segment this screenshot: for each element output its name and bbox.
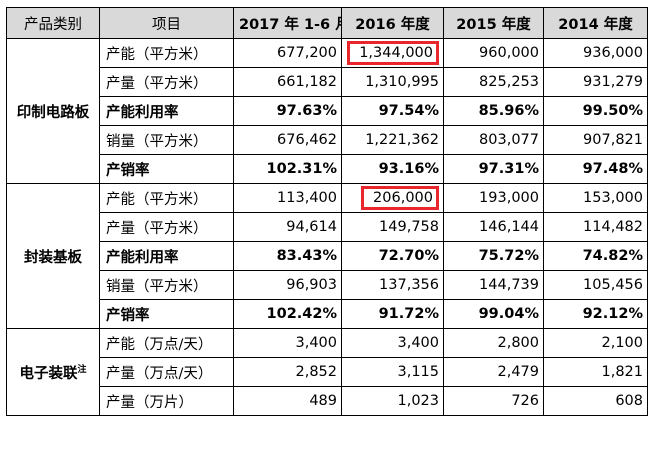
highlight-box: 1,344,000	[347, 41, 439, 65]
value-cell: 2,479	[443, 357, 544, 387]
value-cell: 489	[233, 386, 342, 416]
item-label: 产能（万点/天）	[99, 328, 234, 358]
value-cell: 146,144	[443, 212, 544, 242]
table-row: 销量（平方米） 676,462 1,221,362 803,077 907,821	[7, 125, 648, 155]
value-cell: 149,758	[341, 212, 444, 242]
header-2014: 2014 年度	[543, 7, 648, 39]
value-cell: 137,356	[341, 270, 444, 300]
value-cell: 144,739	[443, 270, 544, 300]
value-cell: 676,462	[233, 125, 342, 155]
category-label: 印制电路板	[16, 104, 90, 121]
value-cell: 102.31%	[233, 154, 342, 184]
value-cell: 677,200	[233, 38, 342, 68]
item-label: 产销率	[99, 299, 234, 329]
item-label: 产能利用率	[99, 96, 234, 126]
header-row: 产品类别 项目 2017 年 1-6 月 2016 年度 2015 年度 201…	[6, 7, 648, 39]
category-label: 封装基板	[24, 249, 82, 266]
table-row: 产销率 102.42% 91.72% 99.04% 92.12%	[7, 299, 648, 329]
category-cell: 封装基板	[6, 183, 100, 329]
item-label: 产量（万点/天）	[99, 357, 234, 387]
value-cell: 931,279	[543, 67, 648, 97]
table-row: 产量（平方米） 94,614 149,758 146,144 114,482	[7, 212, 648, 242]
value-cell: 72.70%	[341, 241, 444, 271]
value-cell: 97.63%	[233, 96, 342, 126]
value-cell: 94,614	[233, 212, 342, 242]
value-cell: 92.12%	[543, 299, 648, 329]
value-cell: 2,800	[443, 328, 544, 358]
header-2015: 2015 年度	[443, 7, 544, 39]
value-cell: 726	[443, 386, 544, 416]
value-cell: 153,000	[543, 183, 648, 213]
value-cell: 907,821	[543, 125, 648, 155]
value-cell: 1,023	[341, 386, 444, 416]
value-cell: 2,852	[233, 357, 342, 387]
item-label: 产量（万片）	[99, 386, 234, 416]
value-cell: 1,344,000	[341, 38, 444, 68]
value-cell: 960,000	[443, 38, 544, 68]
table-row: 产能利用率 97.63% 97.54% 85.96% 99.50%	[7, 96, 648, 126]
value-cell: 99.04%	[443, 299, 544, 329]
table-row: 封装基板 产能（平方米） 113,400 206,000 193,000 153,000	[6, 183, 648, 329]
value-cell: 99.50%	[543, 96, 648, 126]
value-cell: 97.31%	[443, 154, 544, 184]
value-cell: 102.42%	[233, 299, 342, 329]
value-cell: 2,100	[543, 328, 648, 358]
value-cell: 3,400	[341, 328, 444, 358]
value-cell: 97.54%	[341, 96, 444, 126]
value-cell: 113,400	[233, 183, 342, 213]
value-cell: 608	[543, 386, 648, 416]
value-cell: 803,077	[443, 125, 544, 155]
value-cell: 75.72%	[443, 241, 544, 271]
category-footnote-mark: 注	[77, 364, 87, 375]
value-cell: 74.82%	[543, 241, 648, 271]
capacity-table-container: 产品类别 项目 2017 年 1-6 月 2016 年度 2015 年度 201…	[6, 7, 648, 416]
table-row: 销量（平方米） 96,903 137,356 144,739 105,456	[7, 270, 648, 300]
value-cell: 85.96%	[443, 96, 544, 126]
table-row: 印制电路板 产能（平方米） 677,200 1,344,000 960,000 936,0…	[6, 38, 648, 184]
value-cell: 661,182	[233, 67, 342, 97]
table-row: 电子装联注 产能（万点/天） 3,400 3,400 2,800 2,100	[6, 328, 648, 416]
value-cell: 93.16%	[341, 154, 444, 184]
value-cell: 1,221,362	[341, 125, 444, 155]
item-label: 产量（平方米）	[99, 67, 234, 97]
value-cell: 97.48%	[543, 154, 648, 184]
value-cell: 1,310,995	[341, 67, 444, 97]
table-row: 产量（平方米） 661,182 1,310,995 825,253 931,279	[7, 67, 648, 97]
category-cell: 电子装联注	[6, 328, 100, 416]
item-label: 销量（平方米）	[99, 125, 234, 155]
value-cell: 105,456	[543, 270, 648, 300]
category-cell: 印制电路板	[6, 38, 100, 184]
value-cell: 96,903	[233, 270, 342, 300]
table-body: 印制电路板 产能（平方米） 677,200 1,344,000 960,000 936,0…	[6, 38, 648, 416]
value-cell: 83.43%	[233, 241, 342, 271]
header-2017-h1: 2017 年 1-6 月	[233, 7, 342, 39]
item-label: 产销率	[99, 154, 234, 184]
table-row: 产量（万片） 489 1,023 726 608	[7, 386, 648, 416]
value-cell: 193,000	[443, 183, 544, 213]
item-label: 产能利用率	[99, 241, 234, 271]
value-cell: 114,482	[543, 212, 648, 242]
item-label: 产能（平方米）	[99, 38, 234, 68]
header-item: 项目	[99, 7, 234, 39]
value-cell: 206,000	[341, 183, 444, 213]
item-label: 产能（平方米）	[99, 183, 234, 213]
item-label: 销量（平方米）	[99, 270, 234, 300]
value-cell: 1,821	[543, 357, 648, 387]
value-cell: 825,253	[443, 67, 544, 97]
header-2016: 2016 年度	[341, 7, 444, 39]
table-row: 产能利用率 83.43% 72.70% 75.72% 74.82%	[7, 241, 648, 271]
table-row: 产量（万点/天） 2,852 3,115 2,479 1,821	[7, 357, 648, 387]
item-label: 产量（平方米）	[99, 212, 234, 242]
capacity-production-table: 产品类别 项目 2017 年 1-6 月 2016 年度 2015 年度 201…	[6, 7, 648, 416]
table-row: 产销率 102.31% 93.16% 97.31% 97.48%	[7, 154, 648, 184]
highlight-box: 206,000	[361, 186, 439, 210]
value-cell: 3,400	[233, 328, 342, 358]
value-cell: 91.72%	[341, 299, 444, 329]
value-cell: 3,115	[341, 357, 444, 387]
value-cell: 936,000	[543, 38, 648, 68]
header-product-category: 产品类别	[6, 7, 100, 39]
category-label: 电子装联	[19, 365, 78, 382]
